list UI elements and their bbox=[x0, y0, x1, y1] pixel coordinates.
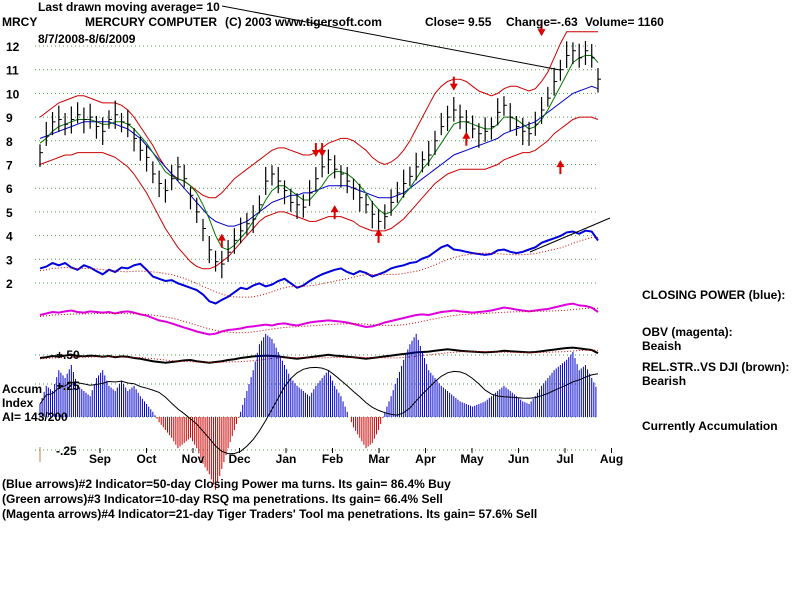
accum-ma-line bbox=[39, 366, 599, 455]
sell-arrow-head bbox=[537, 29, 546, 37]
buy-arrow-head bbox=[556, 160, 565, 168]
sell-arrow-head bbox=[311, 150, 320, 158]
buy-arrow-head bbox=[374, 228, 383, 236]
price-tick-label: 5 bbox=[6, 206, 13, 220]
axis-ticks: 12 11 10 9 8 7 6 5 4 3 2 Sep Oct Nov Dec Jan Feb Mar Apr Ma… bbox=[6, 40, 623, 466]
price-tick-label: 7 bbox=[6, 159, 13, 173]
accum-status: Currently Accumulation bbox=[642, 419, 778, 433]
month-tick-label: Dec bbox=[228, 452, 250, 466]
relstr-label: REL.STR..VS DJI (brown): bbox=[642, 360, 790, 374]
footer-line-1: (Blue arrows)#2 Indicator=50-day Closing… bbox=[2, 477, 451, 491]
obv-line bbox=[39, 302, 599, 336]
date-range: 8/7/2008-8/6/2009 bbox=[38, 32, 136, 46]
price-tick-label: 3 bbox=[6, 253, 13, 267]
price-bars bbox=[39, 5, 601, 279]
obv-status: Beaish bbox=[642, 339, 682, 353]
band-upper-line bbox=[39, 31, 598, 199]
change-value: Change=-.63 bbox=[506, 15, 578, 29]
month-tick-label: Oct bbox=[136, 452, 156, 466]
accum-plus-label: +.25 bbox=[56, 379, 80, 393]
accum-minus-label: -.25 bbox=[56, 444, 77, 458]
month-tick-label: Jul bbox=[556, 452, 573, 466]
volume-value: Volume= 1160 bbox=[585, 15, 664, 29]
accum-index-bars bbox=[39, 333, 599, 490]
footer-line-2: (Green arrows)#3 Indicator=10-day RSQ ma… bbox=[2, 492, 443, 506]
closing-power-ma-line bbox=[39, 236, 599, 298]
month-tick-label: May bbox=[460, 452, 484, 466]
obv-ma-line bbox=[39, 307, 599, 334]
company: MERCURY COMPUTER bbox=[85, 15, 218, 29]
last-ma-value: 10 bbox=[206, 0, 220, 14]
relstr-plus-label: +.50 bbox=[56, 348, 80, 362]
ma-green-line bbox=[39, 55, 599, 251]
signal-arrows bbox=[217, 22, 565, 248]
last-ma-label: Last drawn moving average= 10 bbox=[38, 0, 220, 14]
ai-value: AI= 143/200 bbox=[2, 410, 68, 424]
relstr-ma-line bbox=[39, 349, 599, 363]
month-tick-label: Nov bbox=[182, 452, 205, 466]
buy-arrow-head bbox=[217, 233, 226, 241]
cp-trend-line bbox=[529, 217, 611, 253]
closing-power-line bbox=[39, 229, 599, 305]
price-tick-label: 6 bbox=[6, 182, 13, 196]
price-tick-label: 10 bbox=[6, 87, 20, 101]
sell-arrow-head bbox=[449, 83, 458, 91]
month-tick-label: Mar bbox=[368, 452, 390, 466]
month-tick-label: Jan bbox=[276, 452, 297, 466]
ticker: MRCY bbox=[2, 15, 38, 29]
obv-label: OBV (magenta): bbox=[642, 325, 733, 339]
price-tick-label: 11 bbox=[6, 64, 19, 78]
band-lower-line bbox=[39, 116, 599, 270]
indicator-lines bbox=[39, 217, 611, 364]
footer-line-3: (Magenta arrows)#4 Indicator=21-day Tige… bbox=[2, 507, 538, 521]
close-value: Close= 9.55 bbox=[425, 15, 492, 29]
month-tick-label: Sep bbox=[89, 452, 111, 466]
copyright: (C) 2003 www.tigersoft.com bbox=[225, 15, 382, 29]
price-tick-label: 12 bbox=[6, 40, 20, 54]
price-tick-label: 2 bbox=[6, 277, 13, 291]
month-tick-label: Jun bbox=[508, 452, 529, 466]
price-tick-label: 9 bbox=[6, 111, 13, 125]
month-tick-label: Apr bbox=[415, 452, 436, 466]
trend-line bbox=[221, 5, 561, 71]
price-tick-label: 4 bbox=[6, 230, 13, 244]
sell-arrow-head bbox=[318, 150, 327, 158]
accum-label: Accum bbox=[2, 382, 43, 396]
month-tick-label: Aug bbox=[600, 452, 623, 466]
index-label: Index bbox=[2, 396, 34, 410]
relstr-status: Bearish bbox=[642, 374, 687, 388]
buy-arrow-head bbox=[462, 131, 471, 139]
month-tick-label: Feb bbox=[322, 452, 343, 466]
buy-arrow-head bbox=[330, 205, 339, 213]
closing-power-label: CLOSING POWER (blue): bbox=[642, 288, 786, 302]
price-tick-label: 8 bbox=[6, 135, 13, 149]
